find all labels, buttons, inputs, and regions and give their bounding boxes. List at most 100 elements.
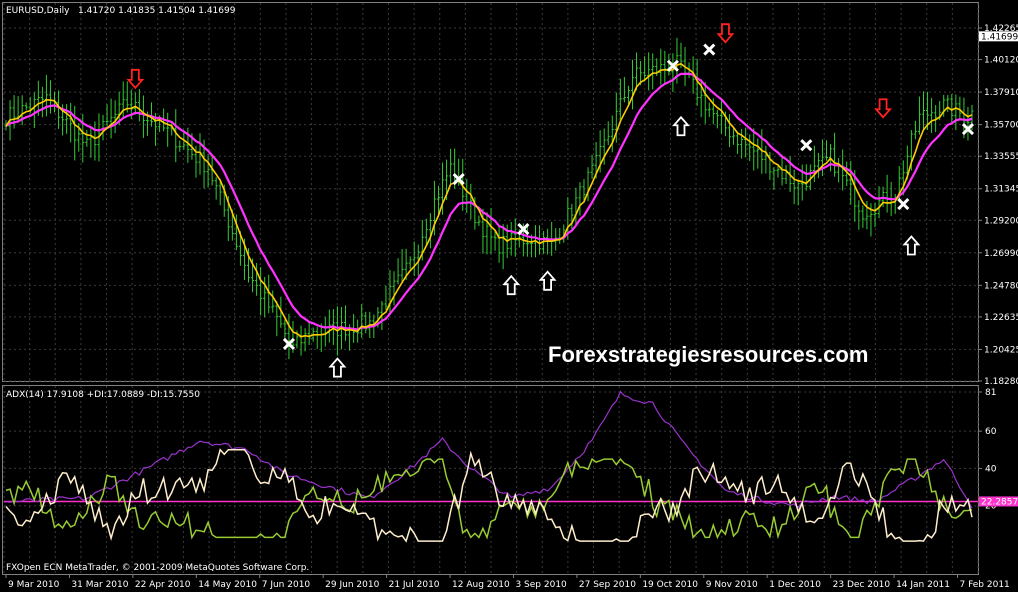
cross-marker	[800, 139, 813, 152]
time-tick-label: 27 Sep 2010	[579, 580, 636, 590]
price-bar	[424, 218, 428, 246]
price-axis: 1.42265 1.40120 1.37910 1.35700 1.33555 1.313…	[978, 24, 1018, 387]
price-bar	[610, 115, 614, 153]
price-bar	[663, 50, 667, 85]
price-bar	[877, 186, 881, 219]
indicator-tick-label: 60	[985, 427, 997, 437]
minus-di-line	[5, 448, 973, 543]
price-bar	[344, 305, 348, 341]
price-bar	[283, 319, 287, 341]
price-bar	[166, 112, 170, 147]
price-bars	[4, 37, 974, 360]
down-arrow-marker	[874, 98, 893, 119]
level-label: 22.2857	[981, 497, 1018, 507]
price-bar	[542, 230, 546, 254]
price-bar	[315, 326, 319, 349]
price-bar	[602, 128, 606, 165]
plus-di-line	[5, 457, 973, 540]
price-bar	[485, 212, 489, 255]
price-bar	[412, 241, 416, 277]
time-tick-label: 9 Nov 2010	[706, 580, 758, 590]
price-bar	[109, 98, 113, 139]
price-bar	[137, 89, 141, 122]
price-bar	[756, 138, 760, 169]
price-bar	[732, 127, 736, 145]
price-bar	[824, 140, 828, 161]
price-bar	[93, 121, 97, 161]
price-bar	[651, 53, 655, 90]
price-bar	[234, 214, 238, 251]
price-bar	[671, 53, 675, 93]
price-bar	[150, 102, 154, 127]
price-bar	[820, 139, 824, 177]
cross-marker	[517, 223, 530, 236]
price-bar	[711, 98, 715, 125]
down-arrow-marker	[716, 23, 735, 44]
slow-ma-line	[5, 72, 973, 331]
price-bar	[921, 91, 925, 130]
cross-marker-shape	[897, 198, 910, 211]
price-bar	[796, 180, 800, 206]
indicator-title: ADX(14) 17.9108 +DI:17.0889 -DI:15.7550	[6, 390, 200, 400]
price-bar	[364, 311, 368, 334]
price-bar	[238, 231, 242, 266]
time-tick-label: 22 Apr 2010	[135, 580, 191, 590]
price-bar	[893, 193, 897, 214]
price-bar	[436, 185, 440, 218]
time-tick-label: 14 May 2010	[198, 580, 257, 590]
price-bar	[299, 325, 303, 356]
time-tick-label: 9 Mar 2010	[8, 580, 60, 590]
price-bar	[703, 82, 707, 124]
price-bar	[618, 78, 622, 120]
up-arrow-marker	[502, 274, 521, 296]
indicator-tick-label: 20	[985, 502, 997, 512]
up-arrow-marker	[672, 115, 690, 137]
price-bar	[865, 200, 869, 230]
up-arrow-marker	[902, 235, 921, 256]
price-bar	[626, 85, 630, 106]
price-bar	[360, 304, 364, 338]
price-bar	[837, 157, 841, 183]
price-tick-label: 1.24780	[984, 281, 1018, 291]
cross-marker	[452, 173, 465, 186]
time-tick-label: 23 Dec 2010	[833, 580, 891, 590]
price-bar	[206, 154, 210, 188]
price-bar	[885, 174, 889, 213]
price-bar	[396, 258, 400, 285]
price-bar	[950, 94, 954, 123]
time-tick-label: 31 Mar 2010	[71, 580, 128, 590]
price-bar	[635, 52, 639, 91]
indicator-tick-label: 40	[985, 464, 997, 474]
price-bar	[275, 301, 279, 337]
price-tick-label: 1.37910	[984, 88, 1018, 98]
price-bar	[764, 145, 768, 174]
price-tick-label: 1.31345	[984, 185, 1018, 195]
cross-marker-shape	[452, 173, 465, 186]
price-tick-label: 1.22635	[984, 313, 1018, 323]
price-bar	[178, 140, 182, 152]
price-bar	[497, 226, 501, 263]
price-bar	[784, 164, 788, 185]
price-bar	[428, 213, 432, 249]
ohlc-label: 1.41720 1.41835 1.41504 1.41699	[78, 6, 236, 16]
price-bar	[57, 90, 61, 129]
indicator-tick-label: 81	[985, 388, 996, 398]
up-arrow-marker	[538, 270, 557, 291]
price-bar	[804, 164, 808, 191]
price-bar	[400, 248, 404, 282]
copyright-label: FXOpen ECN MetaTrader, © 2001-2009 MetaQ…	[6, 563, 309, 573]
cross-marker	[897, 198, 910, 211]
price-bar	[622, 76, 626, 103]
price-bar	[117, 91, 121, 126]
price-tick-label: 1.42265	[984, 24, 1018, 34]
price-bar	[590, 154, 594, 179]
price-bar	[255, 263, 259, 296]
time-axis: 9 Mar 2010 31 Mar 2010 22 Apr 2010 14 May 2…	[5, 574, 1010, 590]
price-bar	[849, 160, 853, 205]
price-bar	[752, 128, 756, 171]
price-bar	[73, 105, 77, 161]
time-tick-label: 7 Jun 2010	[262, 580, 311, 590]
price-bar	[873, 202, 877, 228]
